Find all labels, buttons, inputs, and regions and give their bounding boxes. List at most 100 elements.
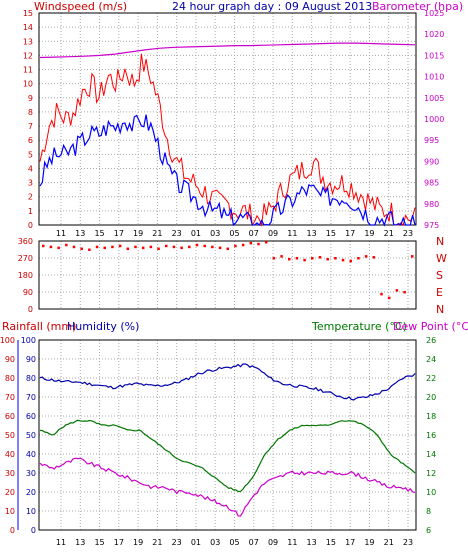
temperature-tick-label: 8 [426,507,431,516]
direction-point [411,255,414,258]
humidity-tick-label: 30 [26,469,36,478]
rainfall-tick-label: 10 [5,507,15,516]
humidity-tick-label: 10 [26,507,36,516]
direction-point [203,244,206,248]
x-tick-label: 13 [307,229,317,238]
direction-point [195,243,199,247]
barometer-tick-label: 1005 [424,94,444,103]
direction-point [111,245,114,249]
direction-point [249,241,253,245]
humidity-tick-label: 50 [26,431,36,440]
x-tick-label: 19 [133,229,143,238]
humidity-tick-label: 70 [26,393,36,402]
rainfall-tick-label: 70 [5,393,15,402]
x-tick-label: 19 [364,229,374,238]
x-tick-label: 23 [172,538,182,547]
x-tick-label: 11 [56,538,66,547]
rainfall-axis-label: Rainfall (mm) [2,320,76,333]
temperature-y-ticks: 6 8 10 12 14 16 18 20 22 24 26 [426,336,436,535]
windspeed-tick-label: 15 [23,9,33,18]
temperature-tick-label: 26 [426,336,436,345]
humidity-y-ticks: 0 10 20 30 40 50 60 70 80 90 100 [21,336,36,535]
humidity-tick-label: 90 [26,355,36,364]
direction-point [126,247,130,251]
direction-point [134,245,137,249]
x-tick-label: 17 [345,538,355,547]
direction-point [226,247,229,251]
direction-tick-label: 360 [18,237,33,246]
barometer-axis-label: Barometer (hpa) [372,0,463,13]
compass-label: N [436,235,444,248]
direction-point [57,246,60,250]
x-tick-label: 21 [152,229,162,238]
barometer-tick-label: 995 [424,136,439,145]
windspeed-tick-label: 12 [23,51,33,60]
x-tick-label: 03 [210,229,220,238]
x-tick-label: 23 [403,538,413,547]
direction-point [380,292,383,296]
humidity-tick-label: 40 [26,450,36,459]
x-tick-label: 21 [152,538,162,547]
direction-point [165,244,168,248]
compass-label: N [436,303,444,316]
direction-point [103,246,106,250]
x-tick-label: 17 [345,229,355,238]
windspeed-tick-label: 8 [28,108,33,117]
x-tick-label: 05 [229,538,239,547]
humidity-axis-label: Humidity (%) [67,320,139,333]
direction-point [403,291,406,294]
rainfall-tick-label: 30 [5,469,15,478]
humidity-tick-label: 0 [31,526,36,535]
rainfall-tick-label: 90 [5,355,15,364]
rainfall-tick-label: 40 [5,450,15,459]
windspeed-tick-label: 5 [28,150,33,159]
x-tick-label: 19 [133,538,143,547]
barometer-tick-label: 1010 [424,73,444,82]
direction-point [65,243,68,247]
windspeed-tick-label: 14 [23,23,33,32]
temperature-tick-label: 10 [426,488,436,497]
humidity-tick-label: 60 [26,412,36,421]
barometer-tick-label: 1020 [424,30,444,39]
x-tick-label: 11 [287,229,297,238]
humidity-tick-label: 20 [26,488,36,497]
direction-point [372,256,376,259]
direction-point [395,289,399,292]
barometer-series-line [39,42,416,59]
direction-point [264,240,268,244]
windspeed-tick-label: 7 [28,122,33,131]
windspeed-tick-label: 6 [28,136,33,145]
barometer-tick-label: 985 [424,179,439,188]
direction-point [49,245,53,249]
windspeed-tick-label: 2 [28,193,33,202]
direction-point [188,245,191,249]
direction-point [334,257,337,260]
rainfall-tick-label: 100 [0,336,15,345]
direction-point [88,248,91,251]
temperature-tick-label: 24 [426,355,436,364]
barometer-tick-label: 1000 [424,115,444,124]
average-series-line [39,114,416,227]
barometer-tick-label: 1025 [424,9,444,18]
x-tick-label: 01 [191,229,201,238]
x-tick-label: 17 [114,229,124,238]
direction-point [95,245,99,249]
direction-point [357,257,360,260]
temperature-tick-label: 20 [426,393,436,402]
windspeed-axis-label: Windspeed (m/s) [34,0,127,13]
compass-label: S [436,269,443,282]
direction-point [318,256,322,259]
barometer-tick-label: 980 [424,200,439,209]
windspeed-plot-frame [38,12,417,226]
direction-y-ticks: 0 90 180 270 360 [18,237,33,314]
x-tick-label: 19 [364,538,374,547]
x-tick-label: 15 [94,538,104,547]
windspeed-tick-label: 4 [28,164,33,173]
direction-point [80,247,83,251]
direction-point [364,255,368,258]
direction-point [311,257,314,260]
barometer-tick-label: 990 [424,157,439,166]
direction-tick-label: 90 [23,288,33,297]
rainfall-y-ticks: 0 10 20 30 40 50 60 70 80 90 100 [0,336,15,535]
direction-point [288,257,291,261]
